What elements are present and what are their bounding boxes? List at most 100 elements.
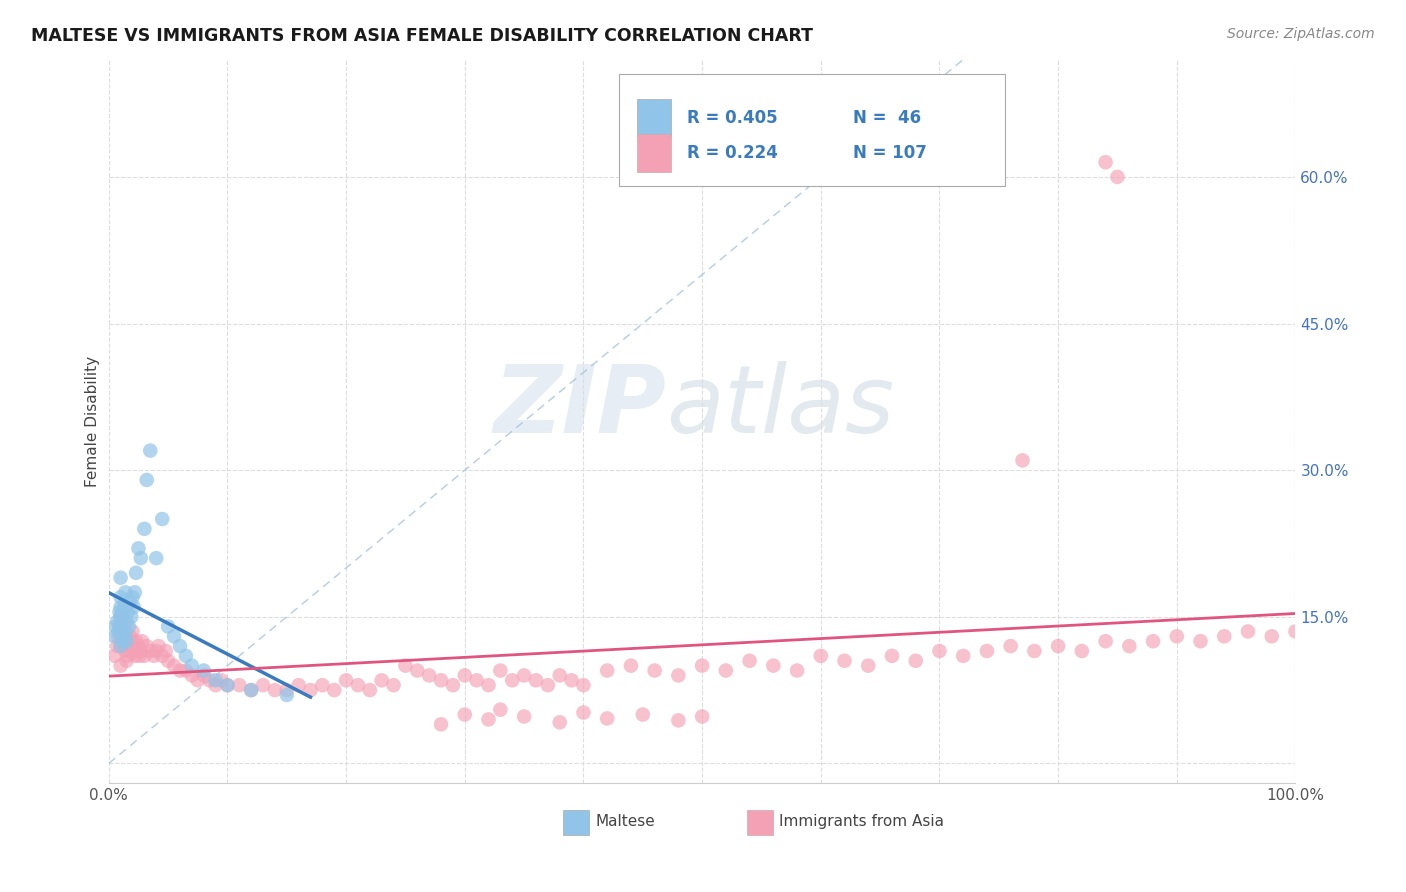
Point	[122, 599, 145, 614]
Point	[596, 711, 619, 725]
Point	[127, 639, 149, 653]
Point	[561, 673, 583, 688]
Point	[810, 648, 832, 663]
Point	[1000, 639, 1022, 653]
Point	[114, 585, 136, 599]
Point	[169, 664, 191, 678]
Point	[117, 605, 139, 619]
Text: R = 0.224: R = 0.224	[686, 145, 778, 162]
Point	[666, 714, 689, 728]
Point	[904, 654, 927, 668]
Point	[1070, 644, 1092, 658]
Point	[131, 634, 153, 648]
Text: MALTESE VS IMMIGRANTS FROM ASIA FEMALE DISABILITY CORRELATION CHART: MALTESE VS IMMIGRANTS FROM ASIA FEMALE D…	[31, 27, 813, 45]
Point	[128, 648, 150, 663]
Point	[572, 678, 595, 692]
Point	[107, 629, 129, 643]
Point	[211, 673, 233, 688]
Point	[454, 668, 477, 682]
FancyBboxPatch shape	[637, 99, 671, 136]
Point	[110, 609, 132, 624]
Point	[174, 648, 197, 663]
Point	[105, 615, 128, 629]
Point	[477, 713, 499, 727]
Point	[111, 629, 134, 643]
Point	[129, 644, 152, 658]
Point	[418, 668, 440, 682]
Point	[150, 648, 173, 663]
Point	[1213, 629, 1236, 643]
Point	[120, 629, 142, 643]
Point	[714, 664, 737, 678]
Point	[786, 664, 808, 678]
Point	[145, 644, 167, 658]
Text: atlas: atlas	[666, 361, 894, 452]
Point	[127, 541, 149, 556]
Point	[548, 668, 571, 682]
Point	[928, 644, 950, 658]
Point	[129, 551, 152, 566]
Point	[311, 678, 333, 692]
Point	[952, 648, 974, 663]
Point	[110, 571, 132, 585]
Point	[880, 648, 903, 663]
Point	[157, 619, 180, 633]
Point	[1189, 634, 1212, 648]
Text: Immigrants from Asia: Immigrants from Asia	[779, 814, 945, 829]
Point	[1094, 155, 1116, 169]
Point	[762, 658, 785, 673]
Point	[150, 512, 173, 526]
Point	[115, 634, 138, 648]
Point	[112, 599, 135, 614]
Point	[104, 619, 127, 633]
Point	[1118, 639, 1140, 653]
Point	[976, 644, 998, 658]
Point	[163, 658, 186, 673]
Point	[441, 678, 464, 692]
Point	[122, 639, 145, 653]
Point	[1094, 634, 1116, 648]
Point	[524, 673, 547, 688]
Point	[228, 678, 250, 692]
Point	[198, 673, 221, 688]
Point	[1284, 624, 1306, 639]
Point	[110, 591, 132, 605]
Point	[120, 609, 142, 624]
Point	[115, 615, 138, 629]
Point	[111, 634, 134, 648]
Point	[620, 658, 643, 673]
Point	[139, 443, 162, 458]
Point	[204, 673, 226, 688]
Point	[124, 585, 146, 599]
Point	[489, 703, 512, 717]
Point	[148, 639, 170, 653]
Text: Source: ZipAtlas.com: Source: ZipAtlas.com	[1227, 27, 1375, 41]
Point	[1260, 629, 1282, 643]
Point	[125, 634, 148, 648]
Point	[347, 678, 370, 692]
Point	[690, 658, 713, 673]
Y-axis label: Female Disability: Female Disability	[86, 356, 100, 487]
Point	[115, 654, 138, 668]
Point	[323, 683, 346, 698]
Point	[276, 683, 298, 698]
Point	[114, 644, 136, 658]
Point	[596, 664, 619, 678]
Text: N =  46: N = 46	[853, 109, 921, 127]
Point	[276, 688, 298, 702]
Point	[359, 683, 381, 698]
Point	[1237, 624, 1260, 639]
Point	[112, 629, 135, 643]
Point	[110, 639, 132, 653]
Point	[145, 551, 167, 566]
Point	[121, 624, 143, 639]
Point	[430, 673, 453, 688]
Point	[240, 683, 263, 698]
FancyBboxPatch shape	[619, 74, 1005, 186]
Point	[169, 639, 191, 653]
Point	[1011, 453, 1033, 467]
Point	[572, 706, 595, 720]
Point	[477, 678, 499, 692]
Point	[252, 678, 274, 692]
Point	[114, 624, 136, 639]
